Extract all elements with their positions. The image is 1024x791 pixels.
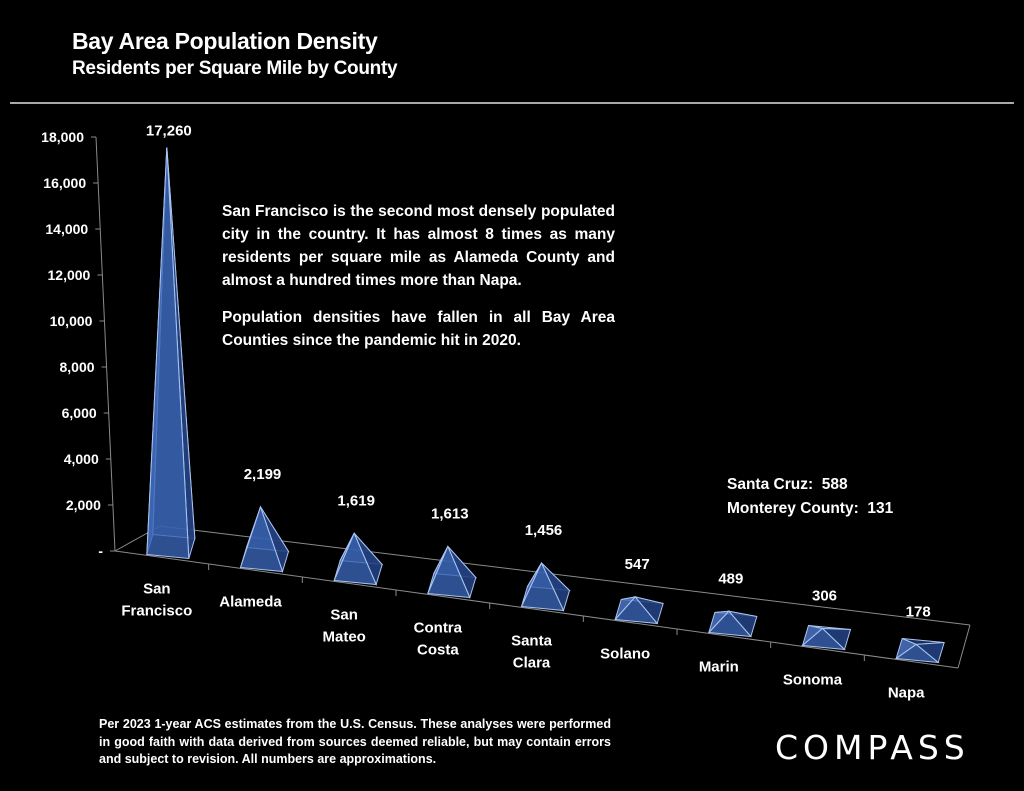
y-tick-label: 12,000 — [48, 267, 91, 283]
category-label: Santa — [511, 633, 553, 650]
x-axis-line — [114, 550, 959, 669]
y-tick-label: 6,000 — [62, 405, 97, 421]
category-label: Costa — [417, 642, 459, 659]
category-label: Solano — [600, 646, 650, 663]
pyramid-bar — [333, 531, 384, 586]
y-tick-label: - — [98, 543, 103, 559]
category-label: Contra — [414, 620, 463, 637]
callout-paragraph: Population densities have fallen in all … — [222, 309, 615, 349]
aside-line: Santa Cruz: 588 — [727, 476, 848, 493]
floor-right-edge — [957, 624, 971, 669]
value-label: 178 — [906, 603, 931, 620]
y-axis-line — [95, 136, 116, 552]
y-tick-label: 10,000 — [50, 313, 93, 329]
y-tick-label: 14,000 — [45, 221, 88, 237]
category-label: San — [330, 607, 358, 624]
value-label: 306 — [812, 587, 837, 604]
category-label: Marin — [699, 659, 739, 676]
y-tick-label: 8,000 — [60, 359, 95, 375]
category-label: Napa — [888, 685, 925, 702]
pyramid-bar — [427, 545, 478, 599]
source-footnote: Per 2023 1-year ACS estimates from the U… — [99, 717, 611, 766]
pyramid-face — [894, 643, 940, 664]
pyramid-face — [239, 505, 284, 573]
compass-logo: COMPASS — [775, 728, 970, 767]
pyramid-bar — [801, 624, 852, 651]
callout-paragraph: San Francisco is the second most densely… — [222, 203, 615, 289]
y-tick-label: 18,000 — [41, 129, 84, 145]
chart-title: Bay Area Population Density — [72, 28, 378, 54]
y-tick-label: 2,000 — [66, 497, 101, 513]
pyramid-bar — [614, 596, 664, 625]
pyramid-face — [801, 627, 846, 651]
pyramid-face — [614, 596, 659, 625]
value-label: 17,260 — [146, 123, 192, 140]
value-label: 2,199 — [244, 466, 282, 483]
category-label: San — [143, 581, 171, 598]
y-tick-label: 4,000 — [64, 451, 99, 467]
category-label: Francisco — [121, 603, 192, 620]
other-counties-note: Santa Cruz: 588 Monterey County: 131 — [727, 473, 893, 521]
y-tick-label: 16,000 — [43, 175, 86, 191]
value-label: 1,619 — [337, 492, 375, 509]
pyramid-face — [520, 561, 565, 612]
pyramid-bar — [894, 637, 945, 664]
category-label: Alameda — [219, 594, 282, 611]
pyramid-face — [427, 545, 471, 599]
aside-line: Monterey County: 131 — [727, 500, 894, 517]
pyramid-bar — [520, 561, 571, 612]
category-label: Mateo — [322, 629, 365, 646]
value-label: 1,613 — [431, 505, 469, 522]
callout-text: San Francisco is the second most densely… — [222, 200, 615, 366]
pyramid-face — [333, 531, 377, 586]
pyramid-bar — [146, 147, 196, 560]
pyramid-bar — [707, 610, 758, 638]
pyramid-face — [707, 610, 753, 638]
pyramid-bar — [239, 505, 290, 574]
pyramid-face — [146, 147, 190, 560]
chart-subtitle: Residents per Square Mile by County — [72, 58, 398, 79]
header-divider — [10, 102, 1014, 104]
category-label: Clara — [513, 655, 551, 672]
value-label: 547 — [625, 556, 650, 573]
floor-back-edge — [159, 525, 971, 626]
value-label: 489 — [718, 570, 743, 587]
value-label: 1,456 — [525, 522, 563, 539]
category-label: Sonoma — [783, 672, 843, 689]
